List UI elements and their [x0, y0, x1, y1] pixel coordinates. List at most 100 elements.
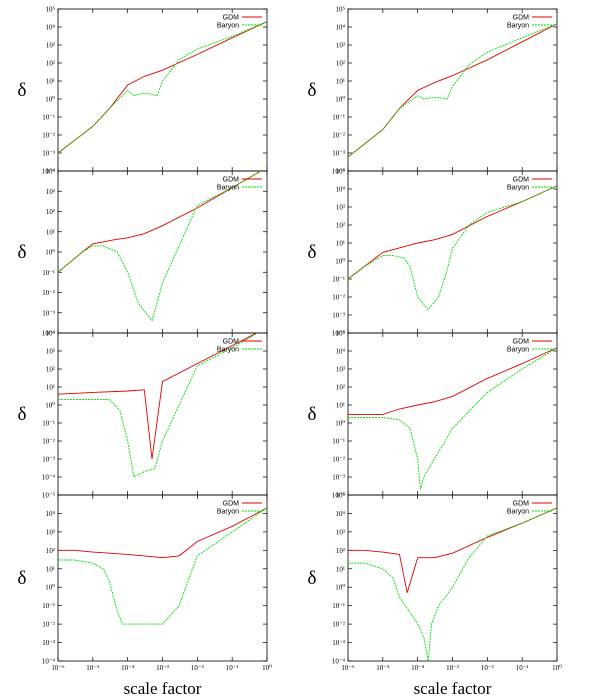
y-tick-label: 10¹ — [46, 78, 55, 86]
x-tick-label: 10⁻⁴ — [411, 664, 425, 672]
series-group — [348, 507, 557, 661]
y-axis-label: δ — [18, 80, 27, 101]
y-tick-label: 10⁻⁴ — [42, 168, 56, 176]
y-tick-label: 10⁻³ — [332, 150, 345, 158]
legend-label: GDM — [223, 501, 240, 508]
series-line-gdm — [348, 507, 557, 593]
y-tick-label: 10⁻¹ — [332, 438, 345, 446]
legend-label: GDM — [513, 15, 530, 22]
series-line-baryon — [348, 507, 557, 661]
y-tick-label: 10⁴ — [46, 24, 56, 32]
plot-frame — [347, 8, 558, 172]
y-tick-label: 10² — [336, 222, 345, 230]
x-tick-label: 10⁰ — [552, 664, 562, 672]
x-tick-label: 10⁻⁴ — [121, 664, 135, 672]
legend-label: Baryon — [217, 23, 239, 30]
panel-7: 10⁻⁴ 10⁻³ 10⁻² 10⁻¹ 10⁰ 10¹ 10² 10³ 10⁴ 10⁻⁶ 10⁻⁵ 1… — [18, 494, 272, 698]
series-line-gdm — [58, 171, 262, 273]
legend-label: GDM — [513, 501, 530, 508]
series-line-baryon — [348, 185, 557, 311]
y-tick-label: 10⁻¹ — [42, 114, 55, 122]
series-line-baryon — [348, 23, 557, 158]
x-axis-label: scale factor — [124, 679, 202, 698]
y-axis-label: δ — [18, 404, 27, 425]
y-tick-label: 10³ — [46, 188, 55, 196]
y-tick-label: 10⁰ — [45, 584, 55, 592]
y-tick-label: 10⁻⁴ — [42, 330, 56, 338]
y-tick-label: 10² — [46, 60, 55, 68]
y-tick-label: 10⁴ — [46, 168, 56, 176]
x-tick-label: 10⁻⁵ — [86, 664, 100, 672]
y-tick-label: 10⁴ — [336, 348, 346, 356]
x-axis-label: scale factor — [414, 679, 492, 698]
y-tick-label: 10⁰ — [335, 96, 345, 104]
y-axis-label: δ — [308, 404, 317, 425]
x-tick-label: 10⁻⁶ — [51, 664, 65, 672]
y-tick-label: 10⁴ — [336, 510, 346, 518]
series-group — [348, 23, 557, 158]
x-tick-label: 10⁰ — [262, 664, 272, 672]
legend-label: Baryon — [217, 347, 239, 354]
y-tick-label: 10³ — [336, 366, 345, 374]
x-tick-label: 10⁻³ — [156, 664, 169, 672]
y-tick-label: 10¹ — [336, 565, 345, 573]
legend-label: Baryon — [217, 509, 239, 516]
y-tick-label: 10¹ — [46, 384, 55, 392]
panel-4: 10⁻⁴ 10⁻³ 10⁻² 10⁻¹ 10⁰ 10¹ 10² 10³ 10⁴ 10⁵ δ GDMBa… — [308, 168, 558, 338]
series-line-gdm — [58, 507, 267, 559]
series-line-baryon — [58, 507, 267, 625]
y-axis-label: δ — [308, 568, 317, 589]
y-tick-label: 10¹ — [46, 228, 55, 236]
series-line-gdm — [348, 185, 557, 280]
series-line-gdm — [348, 347, 557, 415]
x-tick-label: 10⁻¹ — [516, 664, 529, 672]
y-tick-label: 10² — [336, 60, 345, 68]
y-tick-label: 10³ — [46, 42, 55, 50]
series-line-baryon — [58, 171, 262, 322]
panel-2: 10⁻⁴ 10⁻³ 10⁻² 10⁻¹ 10⁰ 10¹ 10² 10³ 10⁴ 10⁵ δ GDMBa… — [308, 6, 558, 176]
series-group — [58, 171, 262, 322]
y-tick-label: 10⁵ — [336, 168, 346, 176]
series-group — [58, 507, 267, 625]
y-tick-label: 10³ — [46, 528, 55, 536]
legend-label: Baryon — [217, 185, 239, 192]
series-line-baryon — [58, 21, 267, 154]
y-tick-label: 10⁻⁴ — [332, 168, 346, 176]
y-tick-label: 10⁰ — [335, 584, 345, 592]
y-tick-label: 10⁻³ — [332, 474, 345, 482]
y-tick-label: 10⁻⁴ — [42, 474, 56, 482]
y-tick-label: 10⁻⁴ — [332, 330, 346, 338]
y-tick-label: 10⁰ — [45, 402, 55, 410]
y-tick-label: 10⁴ — [336, 24, 346, 32]
y-tick-label: 10⁻¹ — [332, 114, 345, 122]
y-tick-label: 10⁻¹ — [42, 602, 55, 610]
panel-1: 10⁻⁴ 10⁻³ 10⁻² 10⁻¹ 10⁰ 10¹ 10² 10³ 10⁴ 10⁵ δ GDMBa… — [18, 6, 268, 176]
plot-frame — [57, 170, 268, 334]
y-tick-label: 10⁻² — [332, 132, 345, 140]
plot-frame — [57, 494, 268, 662]
y-axis-label: δ — [308, 242, 317, 263]
y-tick-label: 10³ — [46, 348, 55, 356]
y-tick-label: 10⁵ — [336, 492, 346, 500]
series-group — [58, 333, 259, 478]
legend-label: GDM — [513, 177, 530, 184]
y-tick-label: 10² — [46, 547, 55, 555]
y-tick-label: 10⁻¹ — [332, 602, 345, 610]
series-line-baryon — [348, 347, 557, 490]
panel-6: 10⁻⁴ 10⁻³ 10⁻² 10⁻¹ 10⁰ 10¹ 10² 10³ 10⁴ 10⁵ δ GDMBa… — [308, 330, 558, 500]
legend-label: Baryon — [507, 509, 529, 516]
y-tick-label: 10⁻² — [332, 621, 345, 629]
y-tick-label: 10¹ — [336, 402, 345, 410]
y-tick-label: 10⁴ — [46, 330, 56, 338]
y-tick-label: 10³ — [336, 204, 345, 212]
series-group — [58, 21, 267, 154]
series-group — [348, 185, 557, 311]
legend-label: Baryon — [507, 185, 529, 192]
y-tick-label: 10⁻² — [42, 621, 55, 629]
y-tick-label: 10⁻⁵ — [42, 492, 56, 500]
legend-label: Baryon — [507, 347, 529, 354]
y-tick-label: 10⁰ — [45, 249, 55, 257]
series-line-gdm — [348, 23, 557, 158]
legend-label: GDM — [223, 177, 240, 184]
